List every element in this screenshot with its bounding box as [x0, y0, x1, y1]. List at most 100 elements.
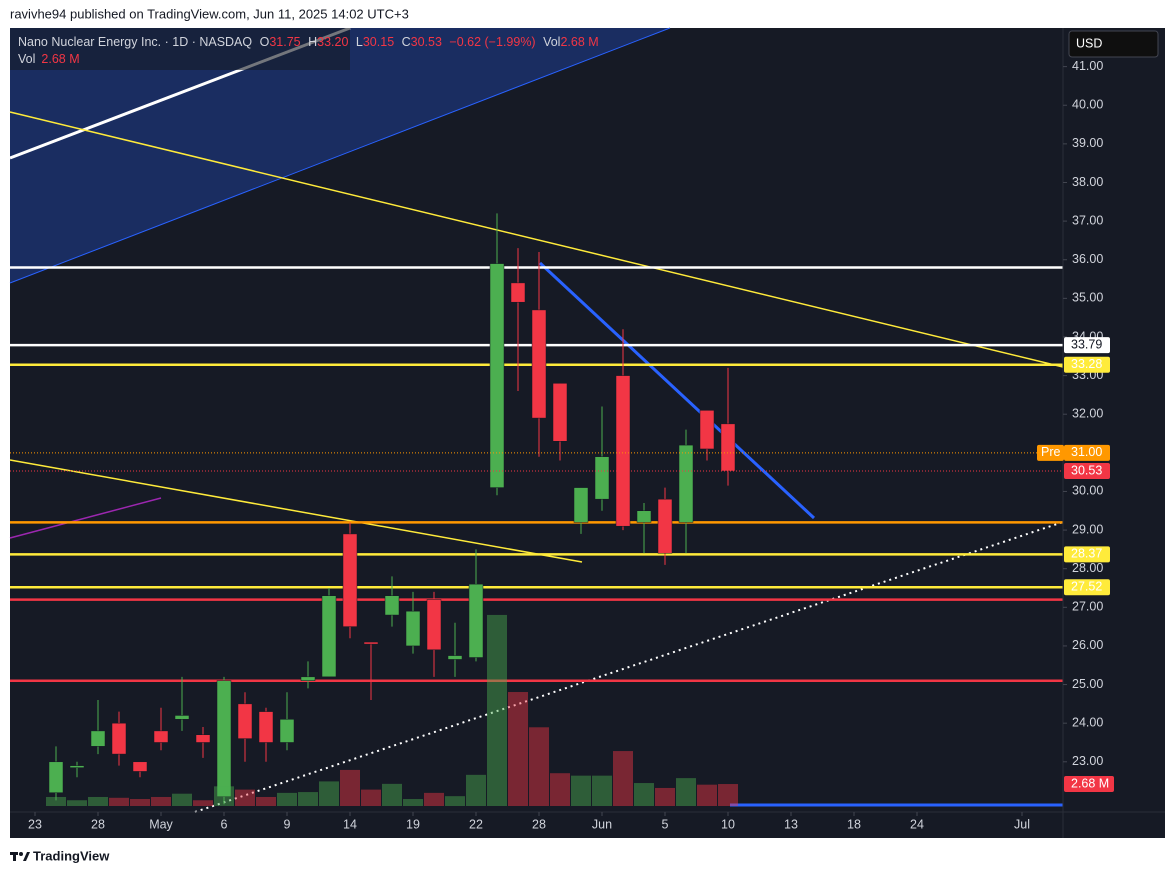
volume-bar	[613, 751, 633, 806]
candle-body	[300, 676, 316, 681]
chart-panel	[10, 28, 1165, 838]
y-tick-label: 40.00	[1072, 98, 1103, 112]
level-label: 33.28	[1071, 357, 1102, 371]
candle-body	[195, 734, 211, 743]
x-tick-label: 18	[847, 817, 861, 831]
x-tick-label: Jul	[1014, 817, 1030, 831]
volume-bar	[298, 792, 318, 806]
currency[interactable]: USD	[1076, 36, 1102, 50]
candle-body	[720, 423, 736, 472]
x-tick-label: 22	[469, 817, 483, 831]
publish-note: ravivhe94 published on TradingView.com, …	[10, 6, 409, 21]
volume-bar	[508, 692, 528, 806]
vol-label: Vol	[18, 52, 35, 66]
y-tick-label: 27.00	[1072, 600, 1103, 614]
symbol: Nano Nuclear Energy Inc. · 1D · NASDAQ	[18, 35, 252, 49]
last-price-bg	[1064, 462, 1110, 479]
candle-body	[636, 510, 652, 523]
level-label: 27.52	[1071, 580, 1102, 594]
candle-body	[90, 730, 106, 747]
level-label-bg	[1064, 546, 1110, 563]
x-tick-label: 13	[784, 817, 798, 831]
volume-bar	[466, 774, 486, 806]
y-tick-label: 41.00	[1072, 59, 1103, 73]
y-tick-label: 38.00	[1072, 175, 1103, 189]
volume-bar	[172, 793, 192, 806]
plot	[9, 26, 1064, 813]
candle-body	[237, 703, 253, 739]
y-tick-label: 35.00	[1072, 291, 1103, 305]
volume-legend: Vol 2.68 M	[18, 52, 80, 66]
low: 30.15	[363, 35, 394, 49]
level-label-bg	[1064, 337, 1110, 354]
candle-body	[216, 680, 232, 797]
logo: TradingView	[10, 848, 110, 863]
volume-tag: 2.68 M	[1071, 776, 1109, 790]
vol-label: Vol	[543, 35, 560, 49]
close: 30.53	[411, 35, 442, 49]
x-tick-label: 10	[721, 817, 735, 831]
pre-price: 31.00	[1071, 445, 1102, 459]
trend-line	[9, 459, 583, 563]
candle-body	[573, 487, 589, 523]
h-label: H	[308, 35, 317, 49]
volume-bar	[655, 787, 675, 806]
candle-body	[447, 655, 463, 660]
candle-body	[258, 711, 274, 743]
y-tick-label: 24.00	[1072, 715, 1103, 729]
change: −0.62 (−1.99%)	[449, 35, 535, 49]
volume-bar	[592, 775, 612, 806]
trend-line	[9, 111, 1064, 368]
legend: Nano Nuclear Energy Inc. · 1D · NASDAQ O…	[18, 35, 599, 49]
volume-bar	[340, 769, 360, 806]
volume-bar	[676, 778, 696, 806]
x-tick-label: 19	[406, 817, 420, 831]
level-label: 28.37	[1071, 547, 1102, 561]
level-label-bg	[1064, 356, 1110, 373]
y-tick-label: 36.00	[1072, 252, 1103, 266]
x-tick-label: 23	[28, 817, 42, 831]
candle-body	[426, 599, 442, 651]
x-tick-label: 9	[284, 817, 291, 831]
x-tick-label: 14	[343, 817, 357, 831]
volume-bar	[361, 789, 381, 806]
pre-tag: Pre	[1041, 445, 1061, 459]
volume-bar	[550, 773, 570, 806]
candle-body	[48, 761, 64, 793]
high: 33.20	[317, 35, 348, 49]
trend-line	[538, 261, 816, 520]
x-tick-label: May	[149, 817, 173, 831]
volume-bar	[235, 789, 255, 806]
volume-bar	[151, 796, 171, 806]
volume-bar	[424, 792, 444, 806]
volume-bar	[697, 784, 717, 806]
volume-bar	[445, 796, 465, 806]
candle-body	[279, 719, 295, 743]
y-tick-label: 37.00	[1072, 213, 1103, 227]
volume-bar	[487, 614, 507, 806]
volume-bar	[319, 781, 339, 806]
candle-body	[69, 765, 85, 768]
candle-body	[657, 498, 673, 554]
pre-price-bg	[1064, 444, 1110, 461]
candle-body	[342, 533, 358, 627]
y-tick-label: 23.00	[1072, 754, 1103, 768]
candle-body	[615, 375, 631, 527]
open: 31.75	[269, 35, 300, 49]
y-tick-label: 28.00	[1072, 561, 1103, 575]
volume-bar	[214, 786, 234, 806]
y-tick-label: 26.00	[1072, 638, 1103, 652]
last-price: 30.53	[1071, 463, 1102, 477]
candle-body	[153, 730, 169, 743]
vol: 2.68 M	[560, 35, 598, 49]
volume-tag-bg	[1064, 776, 1114, 793]
volume-bar	[382, 783, 402, 806]
candle-body	[678, 444, 694, 523]
volume-bar	[403, 799, 423, 806]
volume-bar	[109, 797, 129, 806]
volume-bar	[571, 775, 591, 806]
x-tick-label: 6	[221, 817, 228, 831]
candle-body	[132, 761, 148, 772]
candle-body	[384, 595, 400, 616]
currency-button[interactable]	[1068, 30, 1159, 58]
